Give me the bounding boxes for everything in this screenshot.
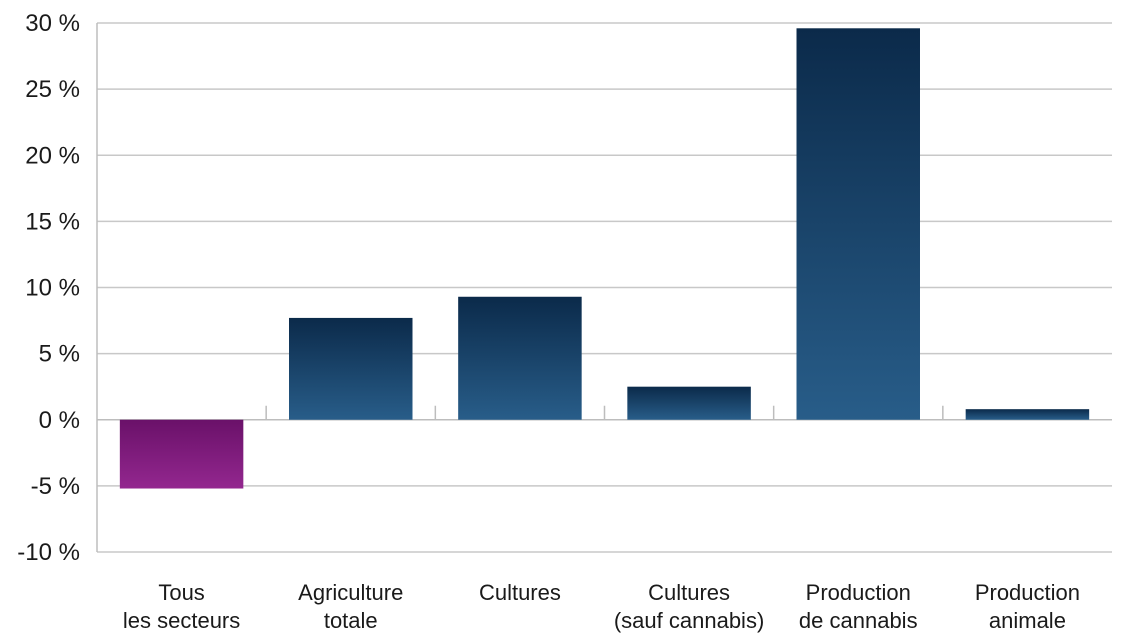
y-tick-label: 30 % <box>25 10 80 37</box>
y-tick-label: 10 % <box>25 275 80 302</box>
bars <box>119 28 1090 489</box>
y-tick-label: 20 % <box>25 142 80 169</box>
bar <box>965 409 1090 420</box>
x-category-label: Production animale <box>975 580 1080 633</box>
y-tick-label: 0 % <box>39 407 80 434</box>
y-tick-label: 15 % <box>25 208 80 235</box>
y-tick-labels: 30 % 25 % 20 % 15 % 10 % 5 % 0 % -5 % -10 % <box>17 10 80 566</box>
y-tick-label: -10 % <box>17 539 80 566</box>
x-category-label: Cultures <box>479 580 561 605</box>
x-category-label: Agriculture totale <box>298 580 403 633</box>
bar <box>458 296 582 420</box>
x-category-labels: Tous les secteurs Agriculture totale Culture… <box>123 580 1080 633</box>
x-category-label: Production de cannabis <box>799 580 918 633</box>
bar <box>119 419 244 489</box>
x-category-label: Tous les secteurs <box>123 580 240 633</box>
bar <box>289 317 413 420</box>
x-category-label: Cultures (sauf cannabis) <box>614 580 764 633</box>
bar <box>796 28 920 420</box>
gridlines <box>97 22 1112 553</box>
bar <box>627 386 751 420</box>
axes <box>96 23 1112 552</box>
y-tick-label: -5 % <box>31 473 80 500</box>
y-tick-label: 25 % <box>25 76 80 103</box>
y-tick-label: 5 % <box>39 341 80 368</box>
